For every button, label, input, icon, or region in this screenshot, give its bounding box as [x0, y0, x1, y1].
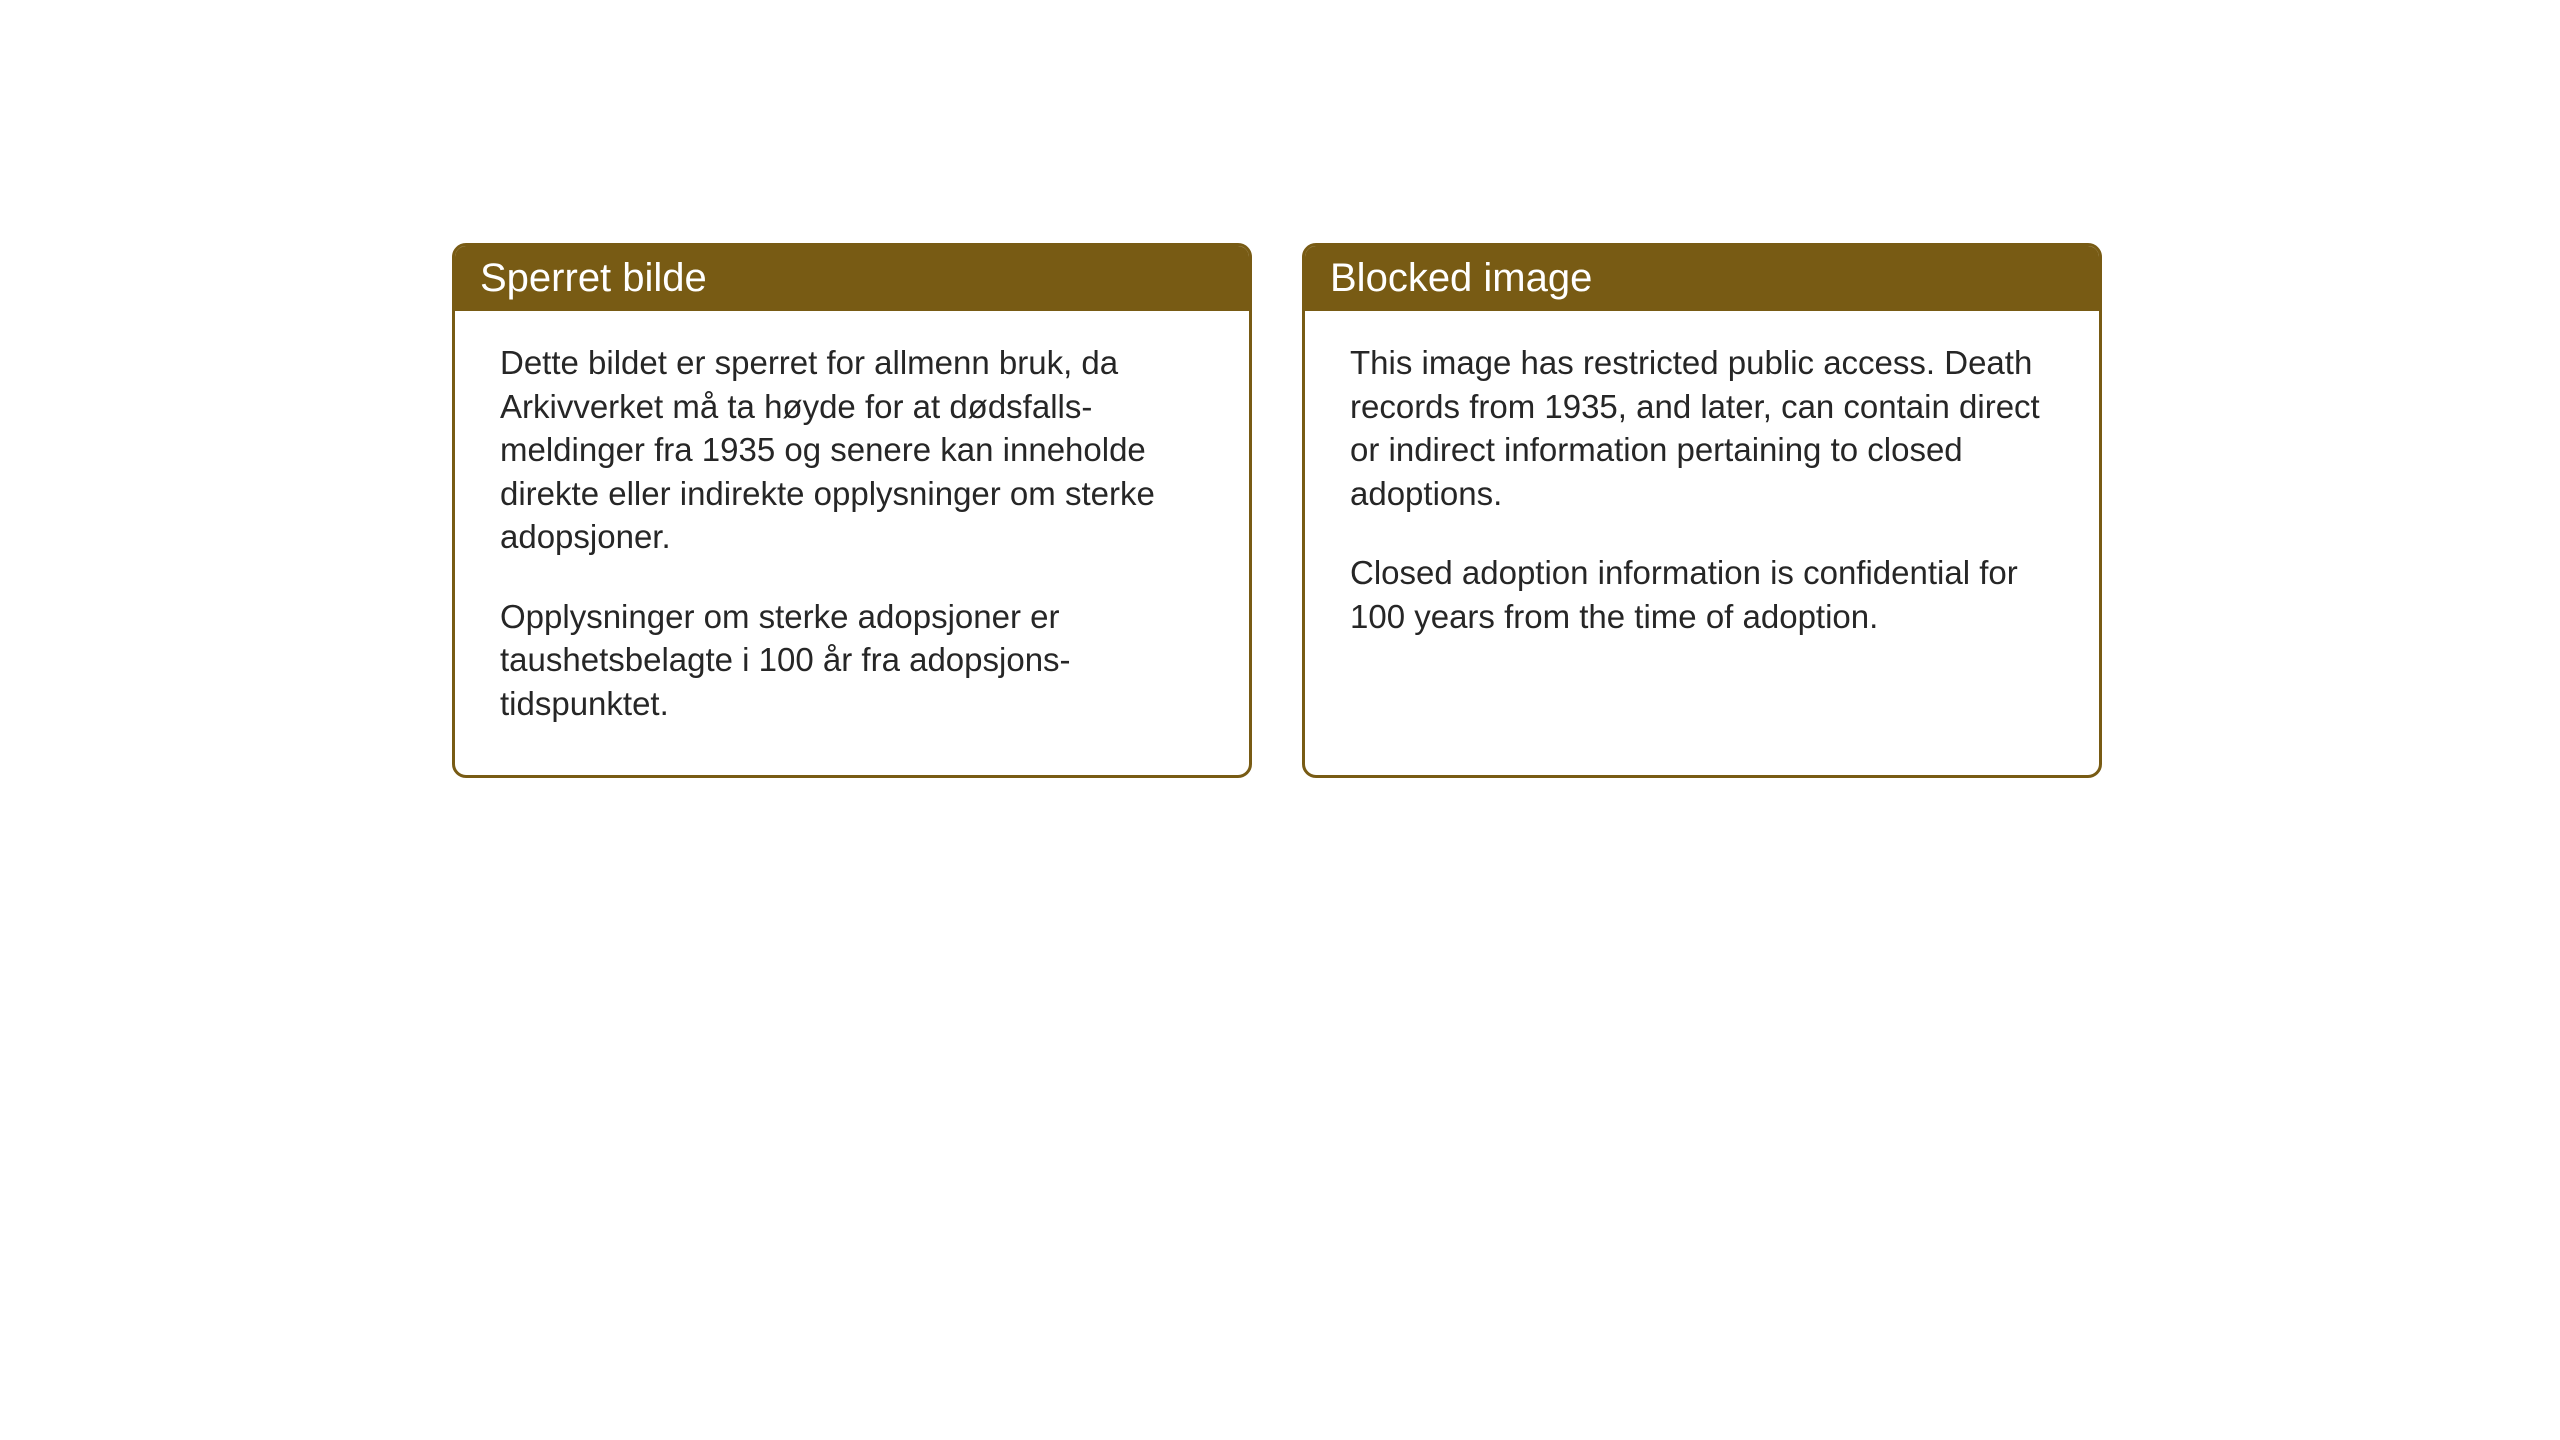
norwegian-paragraph-1: Dette bildet er sperret for allmenn bruk… [500, 341, 1204, 559]
english-paragraph-2: Closed adoption information is confident… [1350, 551, 2054, 638]
english-card-title: Blocked image [1305, 246, 2099, 311]
norwegian-card-body: Dette bildet er sperret for allmenn bruk… [455, 311, 1249, 775]
english-paragraph-1: This image has restricted public access.… [1350, 341, 2054, 515]
norwegian-card-title: Sperret bilde [455, 246, 1249, 311]
notice-container: Sperret bilde Dette bildet er sperret fo… [452, 243, 2102, 778]
english-card-body: This image has restricted public access.… [1305, 311, 2099, 688]
english-notice-card: Blocked image This image has restricted … [1302, 243, 2102, 778]
norwegian-paragraph-2: Opplysninger om sterke adopsjoner er tau… [500, 595, 1204, 726]
norwegian-notice-card: Sperret bilde Dette bildet er sperret fo… [452, 243, 1252, 778]
